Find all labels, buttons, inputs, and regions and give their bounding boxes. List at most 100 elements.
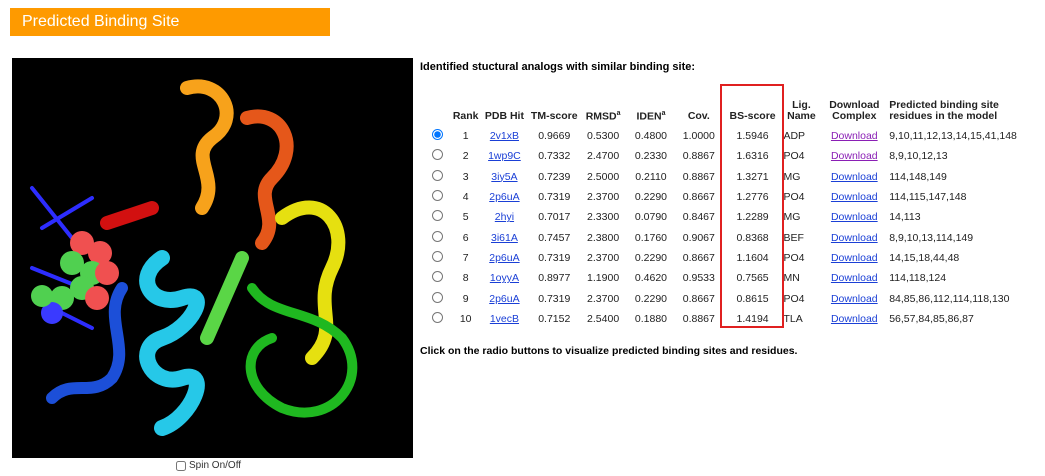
row-radio[interactable]: [432, 149, 443, 160]
table-cell: 0.8867: [675, 167, 723, 187]
download-link[interactable]: Download: [831, 211, 878, 223]
table-cell: PO4: [782, 187, 820, 207]
download-link[interactable]: Download: [831, 191, 878, 203]
pdb-link[interactable]: 2p6uA: [489, 252, 519, 264]
download-link[interactable]: Download: [831, 130, 878, 142]
pdb-link[interactable]: 2hyi: [495, 211, 514, 223]
table-cell: PO4: [782, 288, 820, 308]
row-radio[interactable]: [432, 170, 443, 181]
header-text: TM-score: [531, 110, 578, 122]
radio-cell: [424, 167, 452, 187]
table-cell: 8,9,10,13,114,149: [888, 227, 1045, 247]
download-link[interactable]: Download: [831, 293, 878, 305]
pdb-link[interactable]: 2p6uA: [489, 293, 519, 305]
column-header: Predicted binding site residues in the m…: [888, 88, 1045, 126]
table-cell: PO4: [782, 146, 820, 166]
column-header: RMSDa: [579, 88, 627, 126]
table-cell: 2.4700: [579, 146, 627, 166]
table-cell: 0.8467: [675, 207, 723, 227]
pdb-link[interactable]: 1wp9C: [488, 150, 521, 162]
table-cell: 0.7239: [529, 167, 579, 187]
section-header: Predicted Binding Site: [10, 8, 330, 36]
row-radio[interactable]: [432, 271, 443, 282]
table-cell: 2.5400: [579, 309, 627, 329]
download-link[interactable]: Download: [831, 313, 878, 325]
table-cell: 0.2330: [627, 146, 675, 166]
table-cell: 5: [452, 207, 480, 227]
table-cell: 0.8867: [675, 309, 723, 329]
header-text: Rank: [453, 110, 479, 122]
download-link[interactable]: Download: [831, 150, 878, 162]
table-cell: 14,113: [888, 207, 1045, 227]
table-cell: 0.8667: [675, 248, 723, 268]
column-header: Download Complex: [820, 88, 888, 126]
table-cell: 2p6uA: [480, 187, 530, 207]
structure-viewer: [12, 58, 413, 458]
table-cell: 0.9533: [675, 268, 723, 288]
pdb-link[interactable]: 1oyyA: [490, 272, 519, 284]
table-cell: TLA: [782, 309, 820, 329]
pdb-link[interactable]: 3iy5A: [491, 171, 517, 183]
table-cell: Download: [820, 248, 888, 268]
table-cell: Download: [820, 187, 888, 207]
table-cell: 114,148,149: [888, 167, 1045, 187]
table-cell: 0.8867: [675, 146, 723, 166]
table-cell: 0.2290: [627, 288, 675, 308]
table-cell: 2.3700: [579, 248, 627, 268]
download-link[interactable]: Download: [831, 232, 878, 244]
download-link[interactable]: Download: [831, 171, 878, 183]
table-cell: 0.2110: [627, 167, 675, 187]
table-cell: Download: [820, 167, 888, 187]
table-cell: 0.7332: [529, 146, 579, 166]
spin-checkbox[interactable]: [176, 461, 186, 471]
column-header: TM-score: [529, 88, 579, 126]
table-cell: 0.8667: [675, 288, 723, 308]
pdb-link[interactable]: 2p6uA: [489, 191, 519, 203]
column-header: IDENa: [627, 88, 675, 126]
table-cell: 3i61A: [480, 227, 530, 247]
row-radio[interactable]: [432, 312, 443, 323]
row-radio[interactable]: [432, 190, 443, 201]
spin-control: Spin On/Off: [176, 460, 241, 471]
row-radio[interactable]: [432, 210, 443, 221]
table-cell: 1: [452, 126, 480, 146]
table-cell: 2p6uA: [480, 248, 530, 268]
column-header: Cov.: [675, 88, 723, 126]
row-radio[interactable]: [432, 129, 443, 140]
pdb-link[interactable]: 3i61A: [491, 232, 518, 244]
table-cell: 0.9669: [529, 126, 579, 146]
table-cell: 9: [452, 288, 480, 308]
table-cell: 1.0000: [675, 126, 723, 146]
table-cell: 1wp9C: [480, 146, 530, 166]
table-cell: 4: [452, 187, 480, 207]
table-cell: BEF: [782, 227, 820, 247]
table-cell: 0.7319: [529, 248, 579, 268]
header-sup: a: [662, 110, 666, 117]
header-text: Predicted binding site residues in the m…: [889, 99, 999, 122]
table-cell: Download: [820, 207, 888, 227]
header-text: PDB Hit: [485, 110, 524, 122]
radio-cell: [424, 248, 452, 268]
table-cell: MG: [782, 207, 820, 227]
table-cell: 0.1880: [627, 309, 675, 329]
column-header: Rank: [452, 88, 480, 126]
pdb-link[interactable]: 1vecB: [490, 313, 519, 325]
download-link[interactable]: Download: [831, 252, 878, 264]
table-cell: 2v1xB: [480, 126, 530, 146]
pdb-link[interactable]: 2v1xB: [490, 130, 519, 142]
row-radio[interactable]: [432, 231, 443, 242]
highlight-box: [720, 84, 784, 328]
column-header: [424, 88, 452, 126]
table-cell: 0.7319: [529, 187, 579, 207]
table-cell: 0.8667: [675, 187, 723, 207]
table-cell: Download: [820, 309, 888, 329]
table-cell: MN: [782, 268, 820, 288]
table-cell: 3iy5A: [480, 167, 530, 187]
row-radio[interactable]: [432, 251, 443, 262]
download-link[interactable]: Download: [831, 272, 878, 284]
row-radio[interactable]: [432, 292, 443, 303]
table-cell: 0.4800: [627, 126, 675, 146]
table-cell: 2.3300: [579, 207, 627, 227]
table-cell: Download: [820, 126, 888, 146]
table-cell: 10: [452, 309, 480, 329]
